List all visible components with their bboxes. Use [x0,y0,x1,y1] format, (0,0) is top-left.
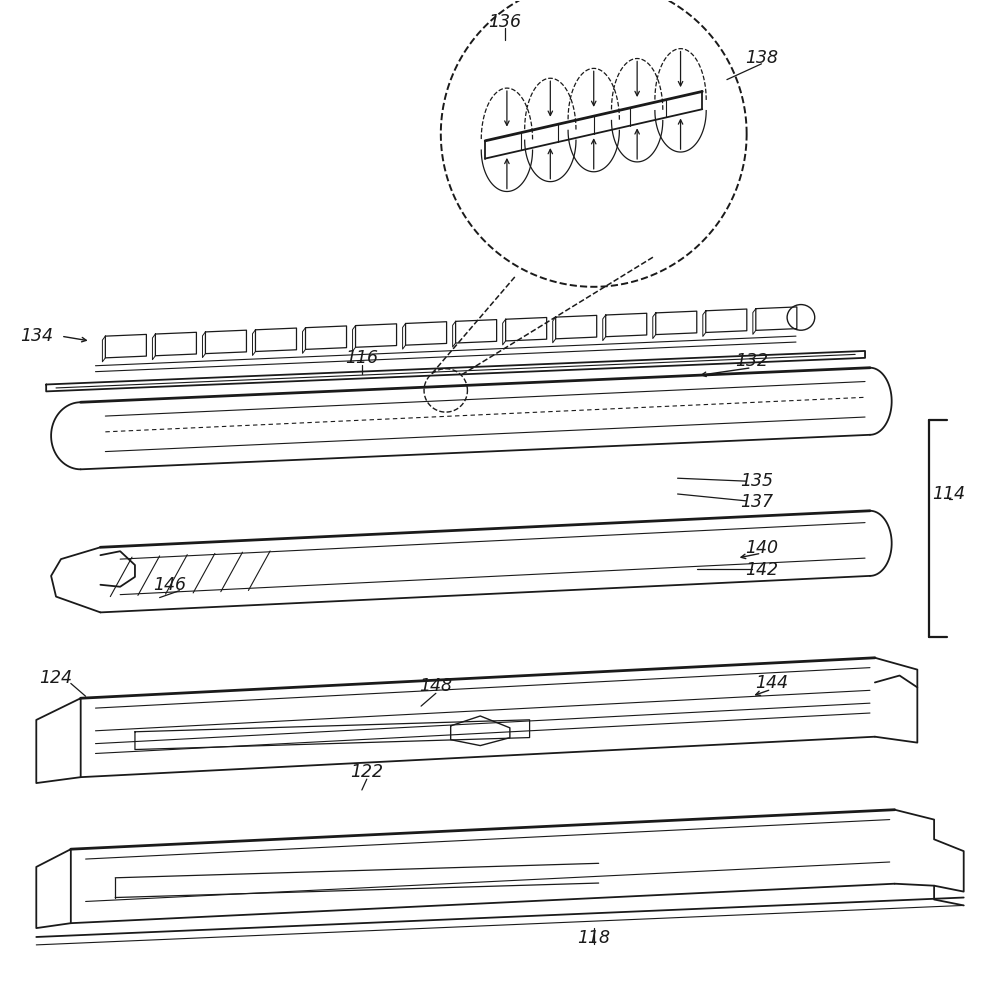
Text: 135: 135 [740,472,773,490]
Text: 116: 116 [345,349,378,367]
Text: 148: 148 [419,678,452,696]
Text: 118: 118 [577,929,610,947]
Text: 134: 134 [20,327,53,345]
Text: 138: 138 [745,49,778,67]
Text: 122: 122 [350,763,383,782]
Text: 142: 142 [745,561,778,579]
Text: 136: 136 [488,14,521,32]
Text: 137: 137 [740,493,773,511]
Text: 114: 114 [932,485,965,503]
Text: 144: 144 [755,675,788,693]
Text: 124: 124 [40,670,73,688]
Text: 132: 132 [735,352,768,370]
Text: 140: 140 [745,539,778,557]
Text: 146: 146 [153,576,186,594]
